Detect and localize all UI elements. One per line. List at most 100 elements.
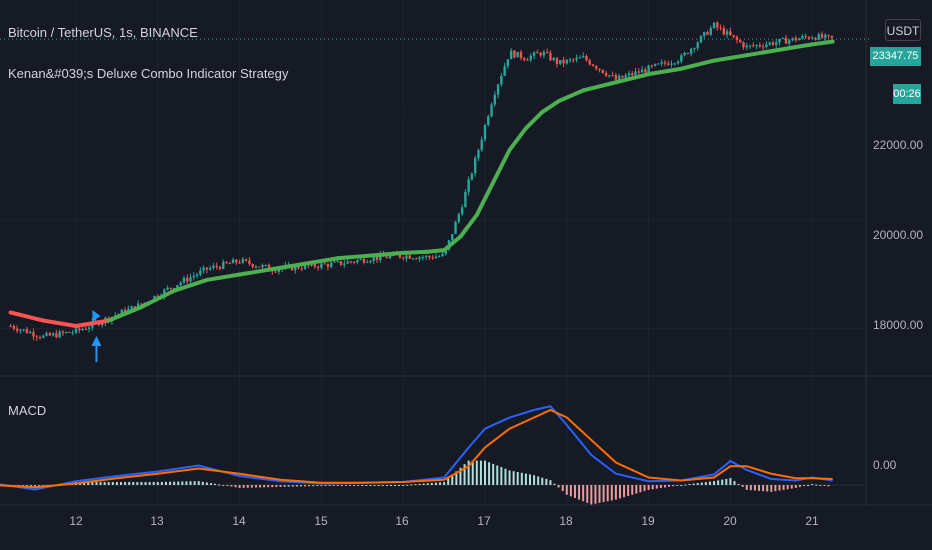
macd-histogram-bar [774,485,777,492]
candle-body [84,328,88,330]
macd-histogram-bar [504,468,507,485]
macd-histogram-bar [238,485,241,488]
macd-histogram-bar [430,482,433,485]
candle-body [87,327,91,330]
strategy-title[interactable]: Kenan&#039;s Deluxe Combo Indicator Stra… [8,66,289,81]
candle-body [732,35,735,37]
macd-histogram-bar [152,482,155,485]
candle-body [274,271,277,273]
candle-body [555,58,559,64]
candle-body [372,256,375,261]
candle-body [81,328,84,331]
candle-body [794,37,798,41]
candle-body [529,55,533,61]
macd-histogram-bar [402,485,405,486]
ma-segment [41,318,78,328]
macd-histogram-bar [398,485,401,486]
candle-body [431,257,434,259]
candle-body [559,60,562,64]
candle-body [604,73,608,76]
macd-histogram-bar [553,483,556,485]
candle-body [621,75,624,78]
candle-body [578,57,582,59]
macd-histogram-bar [189,481,192,485]
candle-body [241,259,245,263]
macd-histogram-bar [484,460,486,485]
candle-body [542,51,546,56]
ma-segment [777,42,815,52]
ma-segment [474,180,496,217]
macd-label[interactable]: MACD [8,403,47,418]
macd-histogram-bar [369,485,372,486]
candle-body [398,254,402,258]
candle-body [820,34,824,38]
macd-histogram-bar [144,482,147,485]
candle-body [369,260,372,263]
candle-body [650,65,654,67]
macd-histogram-bar [254,485,257,488]
macd-histogram-bar [827,485,830,487]
candle-body [745,45,748,48]
candle-body [212,265,215,268]
candle-body [169,287,173,289]
macd-histogram-bar [676,485,679,486]
macd-histogram-bar [471,460,474,485]
macd-histogram-bar [128,482,131,485]
candle-body [343,263,346,265]
macd-histogram-bar [798,485,801,487]
candle-body [182,277,186,283]
candle-body [539,53,542,56]
macd-histogram-bar [541,477,544,485]
macd-histogram-bar [95,482,98,485]
macd-histogram-bar [528,474,531,485]
candle-body [801,36,804,39]
macd-histogram-bar [762,485,765,492]
candle-body [258,266,261,268]
candle-body [660,62,663,64]
candle-body [552,58,555,61]
x-tick-label: 13 [150,514,164,528]
ma-segment [106,305,144,323]
candle-body [572,59,575,61]
macd-histogram-bar [545,478,548,485]
candle-body [519,51,523,59]
candle-body [297,265,300,269]
candle-body [172,288,176,290]
candle-body [189,277,192,282]
last-price-tag: 23347.75 [870,47,921,66]
macd-histogram-bar [618,485,621,499]
candle-body [653,63,657,66]
ma-segment [270,261,308,272]
x-tick-label: 14 [232,514,246,528]
macd-histogram-bar [304,485,307,487]
macd-histogram-bar [148,482,151,485]
candle-body [264,264,267,266]
candle-body [402,257,405,259]
candle-body [277,269,281,272]
macd-histogram-bar [733,481,736,485]
signal-line [0,408,833,489]
macd-histogram-bar [635,485,638,494]
candle-body [545,51,549,53]
candle-body [359,258,362,260]
candle-body [804,36,807,38]
macd-histogram-bar [246,485,249,488]
candle-body [415,258,418,260]
macd-histogram-bar [177,481,180,485]
symbol-title[interactable]: Bitcoin / TetherUS, 1s, BINANCE [8,25,198,40]
macd-histogram-bar [443,482,446,485]
macd-histogram-bar [259,485,262,488]
currency-button[interactable]: USDT [885,19,921,41]
ma-segment [458,212,479,239]
candle-body [513,50,516,58]
candle-body [424,255,428,258]
candle-body [428,255,431,258]
candle-body [811,37,814,39]
candle-body [225,261,228,264]
candle-body [575,57,578,60]
candle-body [706,32,709,35]
macd-histogram-bar [197,481,200,485]
candle-body [68,332,71,334]
macd-histogram-bar [434,482,437,485]
